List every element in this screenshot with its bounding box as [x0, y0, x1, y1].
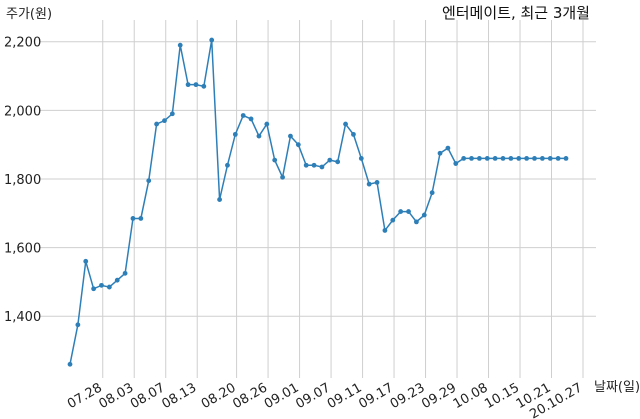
data-point: [429, 190, 435, 196]
price-series-line: [69, 39, 566, 365]
x-tick-label: 08.13: [159, 380, 199, 412]
data-point: [138, 216, 144, 221]
data-point: [484, 155, 490, 161]
y-axis-label: 주가(원): [6, 7, 52, 22]
x-tick-label: 10.15: [482, 380, 522, 412]
data-point: [366, 181, 372, 187]
data-point: [547, 155, 553, 161]
data-point: [532, 155, 537, 161]
data-point: [492, 155, 498, 161]
data-point: [209, 37, 215, 43]
data-point: [99, 282, 104, 288]
data-point: [563, 155, 569, 161]
data-point: [406, 209, 411, 214]
x-tick-label: 09.01: [262, 380, 302, 412]
data-point: [225, 162, 230, 168]
x-tick-label: 09.17: [356, 380, 396, 412]
data-point: [201, 83, 207, 89]
data-point: [500, 155, 506, 161]
x-tick-label: 07.28: [65, 380, 105, 412]
data-point: [437, 150, 443, 156]
data-point: [335, 159, 341, 165]
y-tick-label: 2,000: [4, 104, 41, 119]
data-point: [280, 174, 285, 180]
x-tick-label: 08.20: [199, 380, 239, 412]
data-point: [248, 116, 254, 122]
data-point: [130, 216, 136, 221]
y-tick-label: 1,400: [4, 310, 41, 325]
data-point: [67, 361, 73, 367]
price-series-points: [67, 37, 569, 367]
data-point: [193, 82, 199, 88]
x-gridlines: [102, 20, 584, 378]
data-point: [106, 284, 112, 290]
data-point: [476, 155, 482, 161]
data-point: [539, 155, 545, 161]
data-point: [351, 131, 356, 137]
x-tick-label: 08.07: [128, 380, 168, 412]
data-point: [91, 286, 97, 292]
data-point: [524, 155, 530, 161]
data-point: [177, 42, 183, 48]
data-point: [240, 113, 246, 118]
data-point: [288, 133, 293, 139]
data-point: [358, 155, 364, 161]
data-point: [185, 82, 191, 88]
data-point: [75, 322, 81, 328]
data-point: [327, 157, 333, 163]
data-point: [146, 178, 152, 184]
data-point: [382, 228, 388, 233]
x-axis-label: 날짜(일): [594, 380, 640, 395]
data-point: [343, 121, 348, 127]
data-point: [311, 162, 317, 168]
x-tick-label: 09.29: [419, 380, 459, 412]
data-point: [232, 131, 238, 137]
chart-title: 엔터메이트, 최근 3개월: [442, 4, 590, 22]
data-point: [516, 155, 522, 161]
x-tick-label: 08.26: [230, 380, 270, 412]
data-point: [122, 270, 128, 276]
data-point: [154, 121, 160, 127]
x-tick-label: 09.07: [293, 380, 333, 412]
data-point: [256, 133, 262, 139]
data-point: [398, 209, 404, 214]
data-point: [217, 197, 222, 202]
data-point: [303, 162, 309, 168]
y-tick-label: 2,200: [4, 36, 41, 51]
data-point: [169, 111, 175, 117]
x-tick-label: 09.23: [388, 380, 428, 412]
data-point: [445, 145, 451, 151]
data-point: [453, 161, 459, 166]
data-point: [319, 164, 325, 170]
data-point: [264, 121, 270, 127]
data-point: [414, 219, 419, 225]
x-tick-label: 10.08: [451, 380, 491, 412]
data-point: [555, 155, 561, 161]
x-tick-label: 09.11: [325, 380, 365, 412]
data-point: [295, 142, 301, 148]
y-tick-labels: 1,400 1,600 1,800 2,000 2,200: [4, 36, 41, 326]
data-point: [374, 180, 380, 185]
data-point: [390, 217, 396, 223]
data-point: [508, 155, 514, 161]
data-point: [469, 155, 474, 161]
data-point: [272, 157, 278, 163]
data-point: [83, 258, 89, 264]
data-point: [461, 155, 467, 161]
y-gridlines: [40, 41, 596, 317]
x-tick-label: 08.03: [97, 380, 137, 412]
y-tick-label: 1,800: [4, 173, 41, 188]
data-point: [114, 277, 120, 283]
data-point: [421, 212, 427, 218]
data-point: [162, 118, 167, 124]
y-tick-label: 1,600: [4, 242, 41, 257]
